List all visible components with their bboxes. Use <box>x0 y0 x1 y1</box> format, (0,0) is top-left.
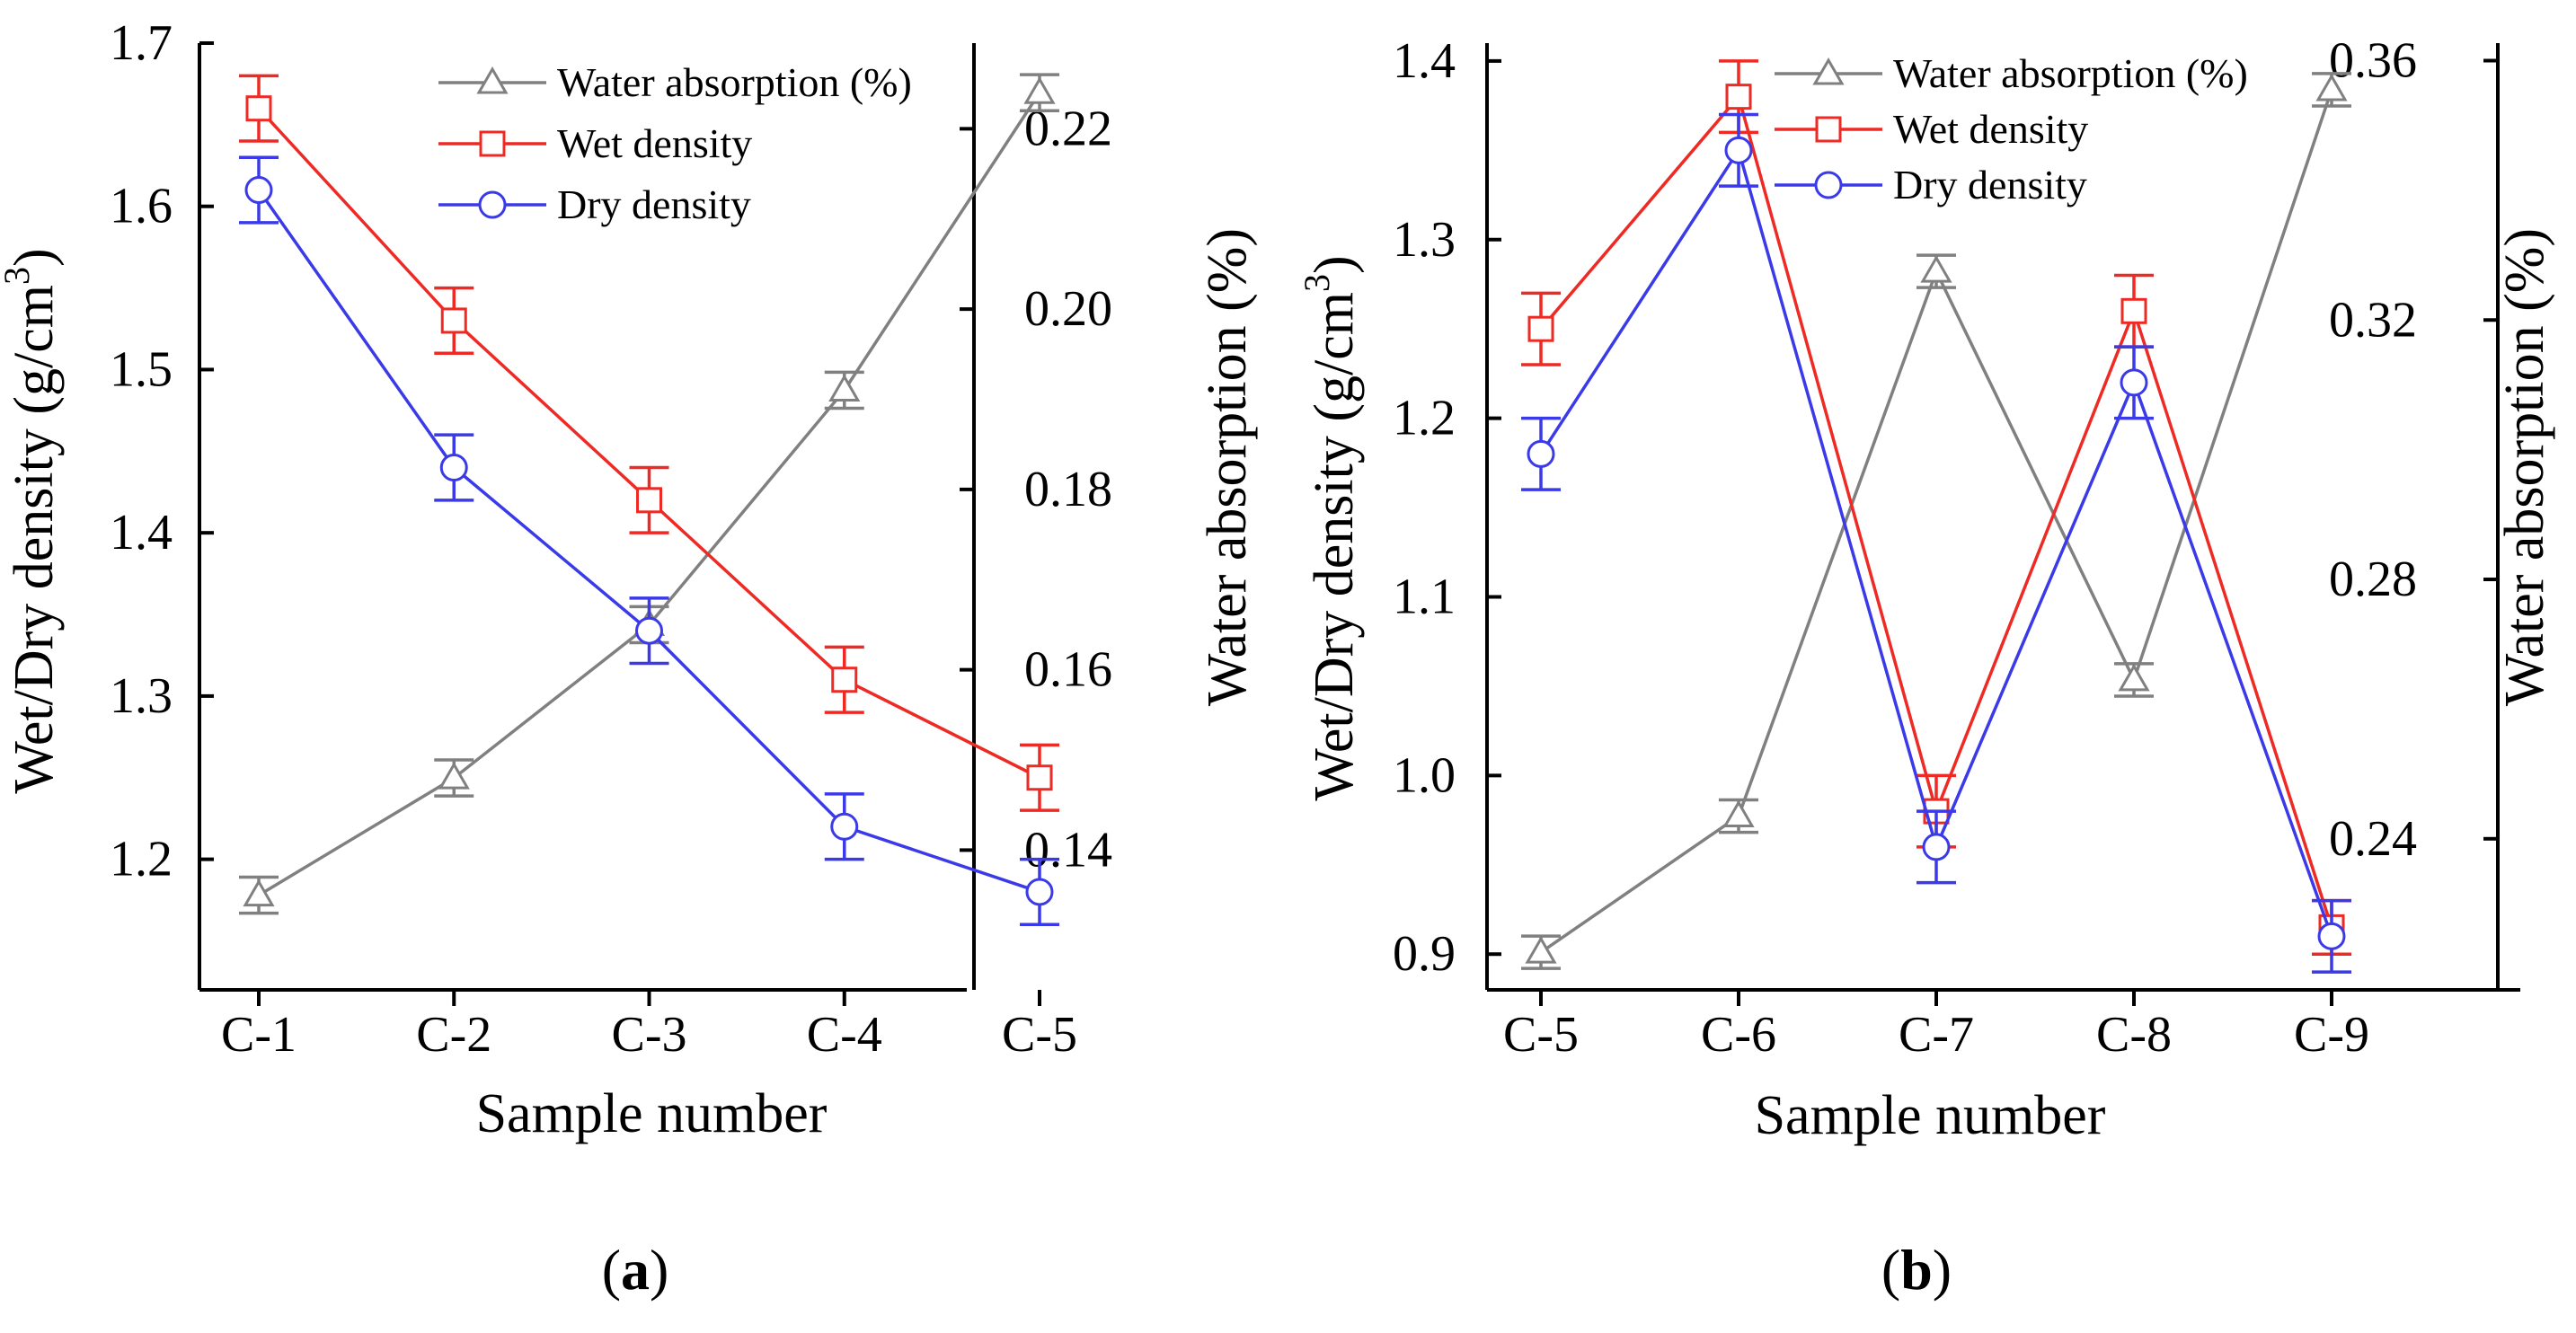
right-tick-label: 0.18 <box>1024 462 1112 517</box>
left-tick-label: 1.5 <box>110 341 173 397</box>
x-tick-label: C-5 <box>1503 1007 1579 1063</box>
panel-label: (a) <box>602 1238 669 1302</box>
y-axis-title-close: ) <box>4 248 65 267</box>
left-tick-label: 1.3 <box>1393 212 1456 268</box>
left-tick-label: 1.4 <box>1393 33 1456 89</box>
data-point <box>2120 297 2147 324</box>
x-axis-title: Sample number <box>476 1083 828 1144</box>
y-axis-title: Wet/Dry density (g/cm3) <box>0 248 65 793</box>
y-axis-title: Wet/Dry density (g/cm3) <box>1297 255 1365 800</box>
data-point <box>438 762 470 790</box>
left-tick-label: 1.1 <box>1393 569 1456 624</box>
data-point <box>1920 255 1952 283</box>
data-point <box>1527 439 1555 468</box>
y2-axis-title: Water absorption (%) <box>2494 228 2555 706</box>
left-tick-label: 1.2 <box>1393 391 1456 446</box>
data-point <box>1922 833 1951 861</box>
panel-label-letter: a <box>621 1238 650 1302</box>
y-axis-title-main: Wet/Dry density (g/cm <box>4 285 65 794</box>
data-point <box>244 176 273 205</box>
data-point <box>1725 84 1752 110</box>
x-tick-label: C-4 <box>807 1007 882 1063</box>
left-tick-label: 1.4 <box>110 505 173 561</box>
panel-label: (b) <box>1881 1238 1952 1302</box>
y-axis-title-main: Wet/Dry density (g/cm <box>1304 292 1365 801</box>
left-tick-label: 1.2 <box>110 832 173 887</box>
y-axis-title-close: ) <box>1304 255 1365 274</box>
data-point <box>828 374 861 402</box>
x-tick-label: C-6 <box>1701 1007 1776 1063</box>
panel-label-open: ( <box>602 1238 621 1302</box>
data-point <box>1724 136 1753 164</box>
legend-marker <box>479 130 506 157</box>
left-tick-label: 1.3 <box>110 668 173 724</box>
chart-panel-b: 0.9 1.0 1.1 1.2 1.3 1.4 0.24 0.28 0.32 0.36 C-5 C-6… <box>1297 32 2555 1302</box>
right-tick-label: 0.32 <box>2329 292 2417 348</box>
chart-panel-a: 1.21.31.41.51.61.70.140.160.180.200.22C-… <box>0 15 1258 1302</box>
legend: Water absorption (%) Wet density Dry densi… <box>438 59 912 227</box>
data-point <box>1025 878 1054 906</box>
panel-label-close: ) <box>650 1238 668 1302</box>
legend-label: Wet density <box>557 120 752 166</box>
x-tick-label: C-1 <box>221 1007 297 1063</box>
y-axis-title-sup: 3 <box>1297 274 1337 292</box>
right-tick-label: 0.14 <box>1024 822 1112 878</box>
data-point <box>1525 936 1557 964</box>
series-dry-density <box>1521 112 2351 974</box>
x-tick-label: C-7 <box>1899 1007 1974 1063</box>
panel-label-close: ) <box>1933 1238 1952 1302</box>
y2-axis-title: Water absorption (%) <box>1197 228 1258 706</box>
data-point <box>2317 922 2346 950</box>
data-point <box>830 812 859 841</box>
data-point <box>636 487 662 514</box>
legend-label: Wet density <box>1893 106 2088 152</box>
legend-marker <box>478 190 507 219</box>
data-point <box>2118 663 2150 692</box>
right-tick-label: 0.36 <box>2329 32 2417 88</box>
left-tick-label: 1.0 <box>1393 747 1456 803</box>
left-tick-label: 1.6 <box>110 179 173 234</box>
series-wet-density <box>239 74 1059 812</box>
series-dry-density <box>239 155 1059 927</box>
data-point <box>245 95 272 122</box>
data-point <box>831 666 858 693</box>
legend-marker <box>1814 171 1843 199</box>
x-tick-label: C-2 <box>416 1007 491 1063</box>
x-tick-label: C-8 <box>2096 1007 2172 1063</box>
x-tick-label: C-5 <box>1002 1007 1077 1063</box>
data-point <box>1023 76 1056 104</box>
data-point <box>1722 799 1755 828</box>
legend-label: Water absorption (%) <box>557 59 912 105</box>
legend-label: Water absorption (%) <box>1893 50 2248 96</box>
data-point <box>635 616 663 645</box>
data-point <box>1527 315 1554 342</box>
series-line <box>257 189 1040 894</box>
y-axis-title-sup: 3 <box>0 267 37 285</box>
data-point <box>439 453 468 481</box>
x-tick-label: C-9 <box>2294 1007 2369 1063</box>
data-point <box>1026 764 1053 791</box>
x-axis-title: Sample number <box>1755 1085 2106 1146</box>
panel-label-open: ( <box>1881 1238 1900 1302</box>
legend-marker <box>1812 57 1845 85</box>
data-point <box>2120 368 2148 397</box>
panel-label-letter: b <box>1900 1238 1933 1302</box>
data-point <box>2315 73 2348 102</box>
right-tick-label: 0.24 <box>2329 811 2417 867</box>
data-point <box>243 878 275 907</box>
x-tick-label: C-3 <box>612 1007 687 1063</box>
left-tick-label: 1.7 <box>110 15 173 71</box>
legend-label: Dry density <box>1893 162 2087 207</box>
legend: Water absorption (%) Wet density Dry densi… <box>1775 50 2248 207</box>
right-tick-label: 0.20 <box>1024 281 1112 337</box>
legend-marker <box>476 66 509 94</box>
data-point <box>440 307 467 334</box>
series-water-absorption <box>1521 72 2351 970</box>
right-tick-label: 0.16 <box>1024 642 1112 698</box>
right-tick-label: 0.28 <box>2329 552 2417 607</box>
left-tick-label: 0.9 <box>1393 926 1456 982</box>
legend-marker <box>1815 116 1842 143</box>
legend-label: Dry density <box>557 181 751 227</box>
